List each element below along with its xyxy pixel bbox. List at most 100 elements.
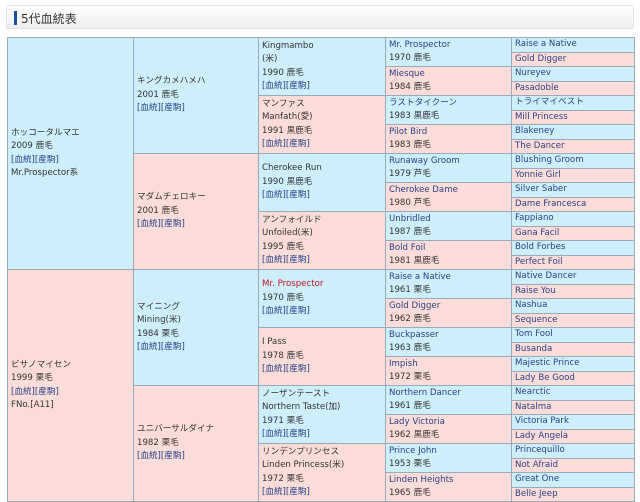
pedigree-link[interactable]: [血統] (11, 154, 35, 165)
pedigree-cell-gen5-sire: Blakeney (511, 124, 635, 140)
horse-name[interactable]: Blakeney (515, 126, 555, 136)
horse-name[interactable]: Lady Angela (515, 430, 569, 441)
horse-name[interactable]: ラストタイクーン (389, 97, 457, 108)
pedigree-link[interactable]: [血統] (137, 342, 161, 352)
horse-name[interactable]: Yonnie Girl (515, 169, 561, 180)
offspring-link[interactable]: [産駒] (285, 487, 310, 497)
horse-name[interactable]: Victoria Park (515, 416, 569, 426)
horse-name[interactable]: Nashua (515, 300, 548, 310)
horse-name[interactable]: Majestic Prince (515, 358, 580, 368)
offspring-link[interactable]: [産駒] (285, 190, 310, 201)
pedigree-cell-gen5-dam: Lady Angela (511, 428, 635, 444)
pedigree-link[interactable]: [血統] (262, 190, 286, 201)
offspring-link[interactable]: [産駒] (285, 139, 310, 149)
pedigree-link[interactable]: [血統] (262, 487, 286, 497)
horse-name[interactable]: Bold Forbes (515, 242, 566, 252)
horse-name[interactable]: Nearctic (515, 387, 551, 397)
horse-name[interactable]: Not Afraid (515, 459, 559, 470)
horse-name[interactable]: Princequillo (515, 445, 565, 455)
pedigree-cell-gen3-dam: リンデンプリンセス Linden Princess(米) 1972 栗毛 [血統][産… (258, 443, 386, 502)
pedigree-link[interactable]: [血統] (137, 451, 161, 462)
horse-name[interactable]: Lady Victoria (389, 416, 445, 427)
pedigree-link[interactable]: [血統] (262, 255, 286, 265)
horse-name[interactable]: Silver Saber (515, 184, 567, 194)
pedigree-cell-gen4-sire: Northern Dancer 1961 鹿毛 (385, 385, 512, 415)
horse-name[interactable]: Mill Princess (515, 111, 568, 122)
offspring-link[interactable]: [産駒] (285, 429, 310, 439)
pedigree-cell-gen5-dam: Lady Be Good (511, 370, 635, 386)
birth-year-coat: 2001 鹿毛 (137, 89, 179, 100)
horse-name[interactable]: Natalma (515, 401, 552, 412)
offspring-link[interactable]: [産駒] (285, 364, 310, 375)
pedigree-row: Dame Francesca (8, 196, 635, 212)
horse-name[interactable]: Prince John (389, 445, 437, 456)
horse-name[interactable]: Dame Francesca (515, 198, 587, 209)
offspring-link[interactable]: [産駒] (285, 81, 310, 91)
pedigree-link[interactable]: [血統] (137, 219, 161, 230)
horse-name[interactable]: Fappiano (515, 213, 554, 223)
horse-links: [血統][産駒] (262, 305, 382, 319)
horse-name[interactable]: Gold Digger (389, 300, 441, 311)
horse-name[interactable]: Raise a Native (389, 271, 451, 282)
horse-name[interactable]: Northern Dancer (389, 387, 461, 398)
horse-links: [血統][産駒] (11, 386, 130, 400)
pedigree-cell-gen4-dam: Cherokee Dame 1980 芦毛 (385, 182, 512, 212)
horse-name[interactable]: Native Dancer (515, 271, 577, 281)
birth-year-coat: 1983 黒鹿毛 (389, 111, 440, 121)
horse-name[interactable]: Pilot Bird (389, 126, 428, 137)
horse-name[interactable]: Buckpasser (389, 329, 439, 340)
horse-name[interactable]: Tom Fool (515, 329, 553, 339)
horse-name: ノーザンテースト (262, 388, 331, 399)
horse-name[interactable]: Gana Facil (515, 227, 560, 238)
pedigree-link[interactable]: [血統] (262, 306, 286, 317)
horse-name[interactable]: Mr. Prospector (389, 39, 451, 50)
pedigree-link[interactable]: [血統] (262, 139, 286, 149)
pedigree-cell-gen5-sire: トライマイベスト (511, 95, 635, 111)
horse-name[interactable]: Miesque (389, 68, 425, 79)
horse-name[interactable]: Unbridled (389, 213, 431, 224)
offspring-link[interactable]: [産駒] (34, 386, 59, 397)
horse-name[interactable]: Sequence (515, 314, 558, 325)
horse-name[interactable]: Great One (515, 474, 560, 484)
pedigree-link[interactable]: [血統] (137, 103, 161, 114)
pedigree-cell-gen4-sire: Buckpasser 1963 鹿毛 (385, 327, 512, 357)
horse-name[interactable]: Raise You (515, 285, 556, 296)
offspring-link[interactable]: [産駒] (285, 255, 310, 265)
horse-name[interactable]: Raise a Native (515, 39, 577, 49)
horse-links: [血統][産駒] (262, 428, 382, 442)
horse-name[interactable]: The Dancer (515, 140, 565, 151)
horse-name[interactable]: Nureyev (515, 68, 551, 78)
horse-name[interactable]: Runaway Groom (389, 155, 460, 166)
horse-name[interactable]: Gold Digger (515, 53, 567, 64)
horse-name: ユニバーサルダイナ (137, 424, 215, 435)
offspring-link[interactable]: [産駒] (160, 451, 185, 462)
offspring-link[interactable]: [産駒] (34, 154, 59, 165)
offspring-link[interactable]: [産駒] (160, 342, 185, 352)
horse-name[interactable]: Lady Be Good (515, 372, 575, 383)
horse-name[interactable]: トライマイベスト (515, 97, 584, 107)
horse-name[interactable]: Perfect Foil (515, 256, 563, 267)
horse-name[interactable]: Cherokee Dame (389, 184, 458, 195)
birth-year-coat: 1990 黒鹿毛 (262, 176, 313, 187)
pedigree-link[interactable]: [血統] (262, 81, 286, 91)
offspring-link[interactable]: [産駒] (160, 219, 185, 230)
pedigree-cell-gen5-dam: Perfect Foil (511, 254, 635, 270)
offspring-link[interactable]: [産駒] (160, 103, 185, 114)
horse-name[interactable]: Impish (389, 358, 418, 369)
pedigree-link[interactable]: [血統] (262, 429, 286, 439)
horse-name: マダムチェロキー (137, 192, 206, 203)
horse-name[interactable]: Busanda (515, 343, 553, 354)
horse-name[interactable]: Belle Jeep (515, 488, 558, 499)
pedigree-row: Gold Digger (8, 51, 635, 67)
pedigree-table: ホッコータルマエ 2009 鹿毛 [血統][産駒] Mr.Prospector系 キング… (7, 37, 635, 502)
pedigree-row: ホッコータルマエ 2009 鹿毛 [血統][産駒] Mr.Prospector系 キング… (7, 37, 635, 270)
offspring-link[interactable]: [産駒] (285, 306, 310, 317)
pedigree-link[interactable]: [血統] (11, 386, 35, 397)
pedigree-cell-gen5-sire: Majestic Prince (511, 356, 635, 372)
pedigree-link[interactable]: [血統] (262, 364, 286, 375)
pedigree-row: ユニバーサルダイナ 1982 栗毛 [血統][産駒] ノーザンテースト Northern… (8, 385, 635, 502)
horse-name[interactable]: Pasadoble (515, 82, 559, 93)
horse-name[interactable]: Bold Foil (389, 242, 426, 253)
horse-name[interactable]: Blushing Groom (515, 155, 584, 165)
horse-name[interactable]: Linden Heights (389, 474, 454, 485)
